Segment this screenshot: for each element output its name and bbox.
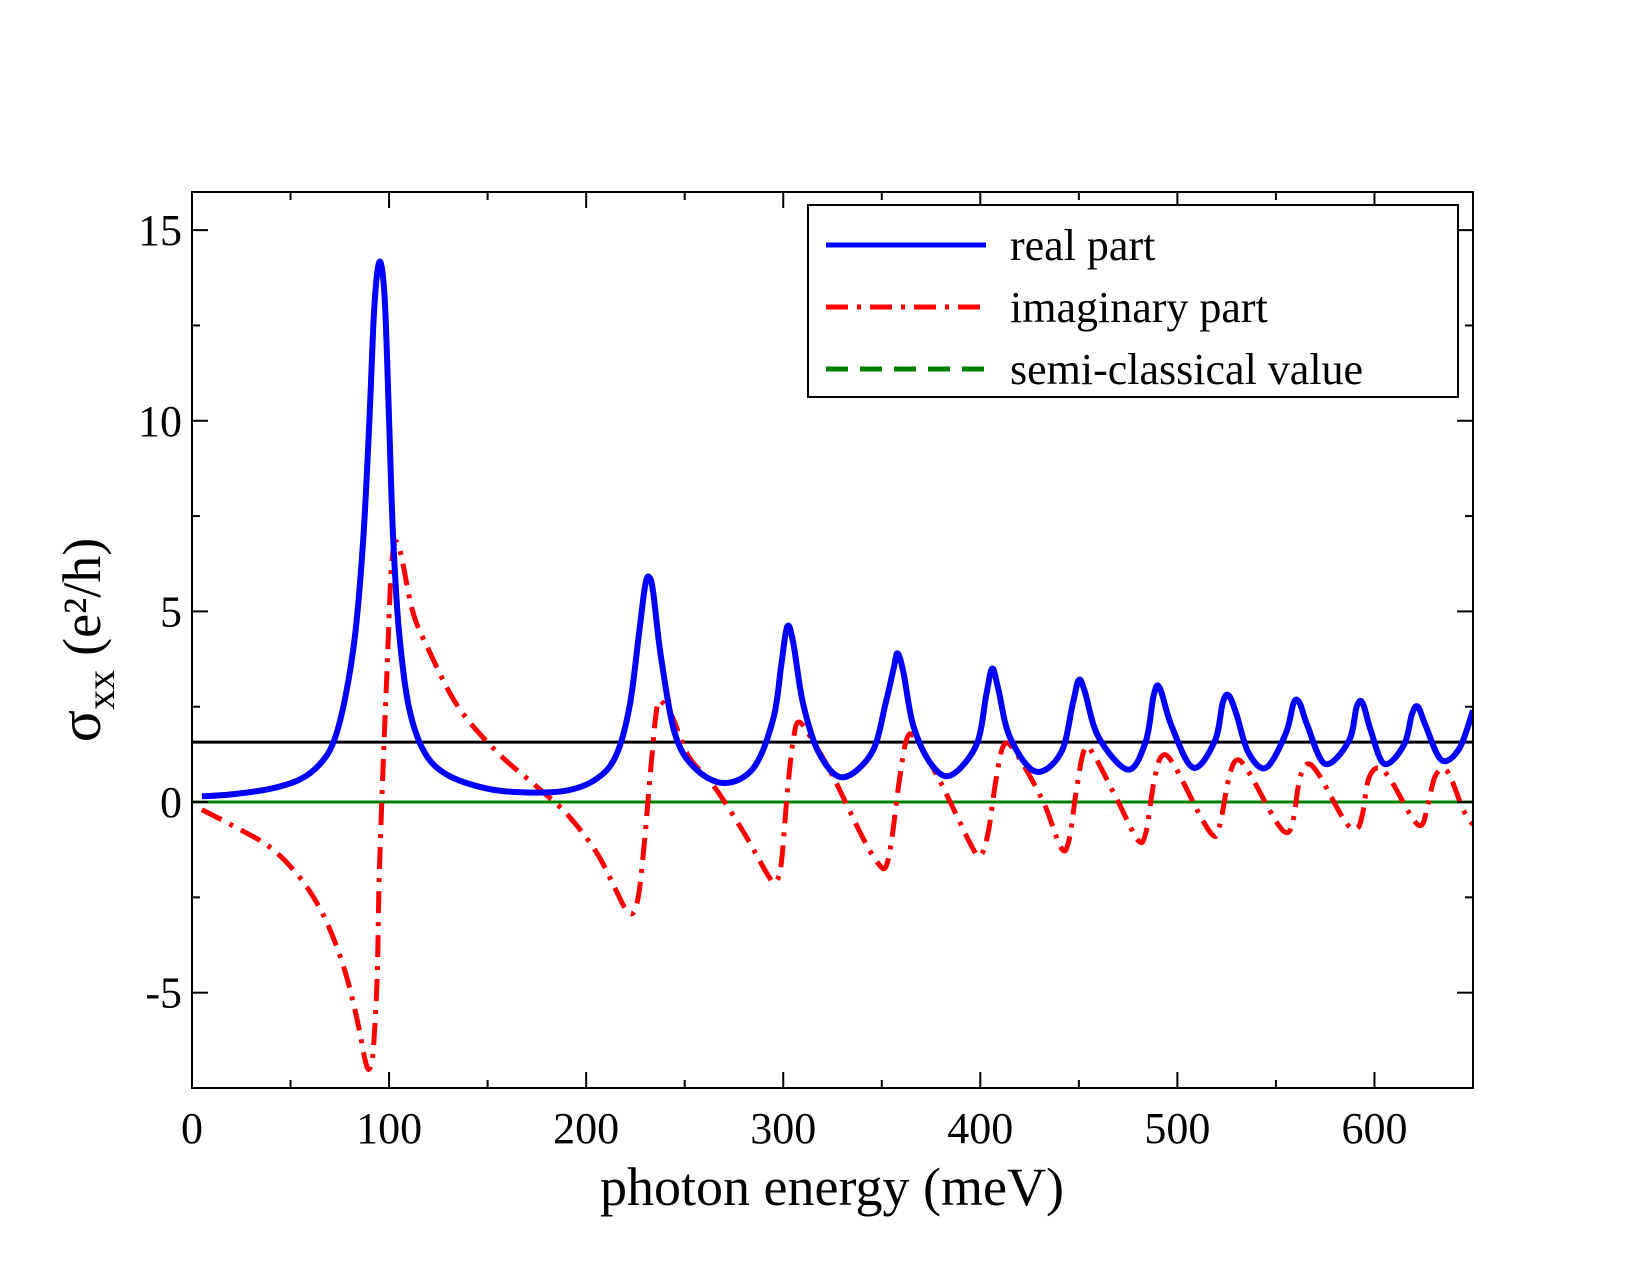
svg-text:σxx(e²/h): σxx (e²/h) <box>47 538 123 742</box>
y-axis-symbol: σ <box>47 710 113 742</box>
x-axis-title: photon energy (meV) <box>600 1157 1064 1217</box>
x-tick-label-4: 400 <box>947 1104 1013 1153</box>
legend-label-0: real part <box>1010 221 1155 270</box>
series-0-line <box>201 258 1473 800</box>
x-tick-label-1: 100 <box>356 1104 422 1153</box>
legend-items: real part imaginary part semi-classical va… <box>826 221 1363 394</box>
y-tick-label-1: 0 <box>160 778 182 827</box>
y-axis-title: σxx (e²/h) <box>47 538 123 742</box>
x-tick-label-3: 300 <box>750 1104 816 1153</box>
legend-label-2: semi-classical value <box>1010 345 1363 394</box>
y-axis-subscript: xx <box>78 670 123 710</box>
ticks-layer: 0 100 200 300 400 500 600 -5 0 5 10 15 <box>138 192 1473 1153</box>
legend-box <box>807 204 1459 398</box>
x-tick-label-2: 200 <box>553 1104 619 1153</box>
y-axis-unit: (e²/h) <box>52 538 112 656</box>
x-tick-label-6: 600 <box>1341 1104 1407 1153</box>
x-tick-label-5: 500 <box>1144 1104 1210 1153</box>
x-tick-label-0: 0 <box>181 1104 203 1153</box>
legend-label-1: imaginary part <box>1010 283 1268 332</box>
legend: real part imaginary part semi-classical va… <box>807 204 1459 398</box>
y-tick-label-4: 15 <box>138 206 182 255</box>
series-1-line <box>200 539 1473 1072</box>
y-tick-label-0: -5 <box>145 969 182 1018</box>
plot-frame <box>191 191 1474 1089</box>
series-layer <box>192 258 1473 1072</box>
y-tick-label-2: 5 <box>160 587 182 636</box>
plot-area: 0 100 200 300 400 500 600 -5 0 5 10 15 <box>138 191 1474 1153</box>
y-tick-label-3: 10 <box>138 397 182 446</box>
